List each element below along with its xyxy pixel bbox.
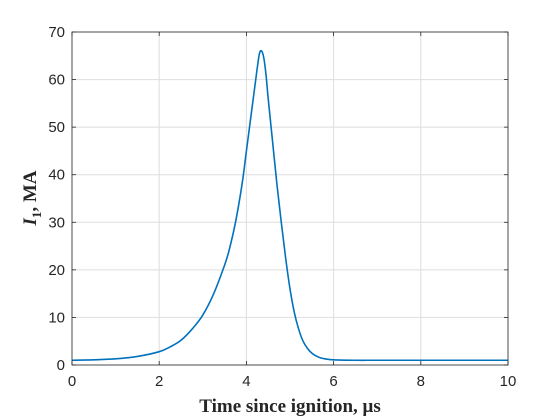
y-tick-label: 40	[48, 167, 65, 184]
x-tick-label: 4	[242, 373, 250, 390]
y-tick-label: 0	[57, 357, 65, 374]
y-tick-label: 60	[48, 72, 65, 89]
y-axis-title: I1, MA	[20, 170, 44, 226]
y-tick-label: 50	[48, 119, 65, 136]
x-tick-label: 2	[155, 373, 163, 390]
y-tick-label: 20	[48, 262, 65, 279]
series-line	[71, 49, 508, 362]
plot-frame	[71, 31, 509, 366]
tick-labels: 0 2 4 6 8 10 0 10 20 30 40 50 60 70	[48, 24, 516, 390]
x-tick-label: 6	[329, 373, 337, 390]
y-tick-label: 10	[48, 309, 65, 326]
x-tick-label: 8	[417, 373, 425, 390]
y-tick-label: 70	[48, 24, 65, 41]
plot-background	[72, 32, 508, 365]
ticks	[71, 31, 509, 366]
y-tick-label: 30	[48, 214, 65, 231]
x-tick-label: 0	[68, 373, 76, 390]
x-tick-label: 10	[500, 373, 517, 390]
x-axis-title: Time since ignition, μs	[199, 396, 380, 417]
